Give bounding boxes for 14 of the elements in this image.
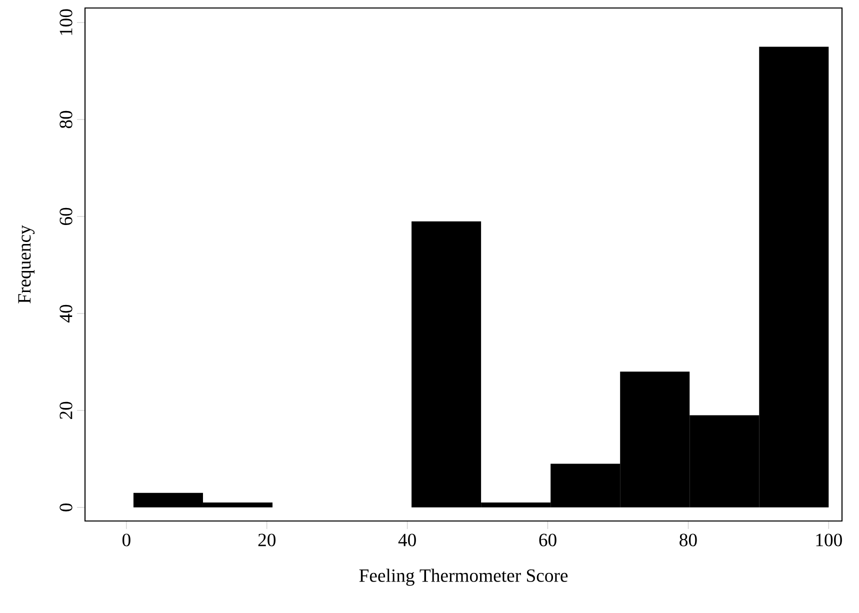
x-tick-label: 40 [398,534,416,546]
y-tick-label: 0 [60,503,72,512]
y-tick-label: 100 [60,9,72,35]
y-tick-label: 20 [60,402,72,419]
y-tick-label: 60 [60,208,72,226]
x-tick-label: 60 [539,534,556,546]
x-tick-label: 20 [258,534,276,546]
x-tick-label: 100 [816,534,842,546]
x-tick-label: 80 [680,534,697,546]
y-tick-label: 80 [60,110,72,128]
y-tick-label: 40 [60,304,72,322]
x-axis-title: Feeling Thermometer Score [359,568,568,586]
y-axis-title: Frequency [18,225,35,304]
x-tick-label: 0 [122,534,130,546]
